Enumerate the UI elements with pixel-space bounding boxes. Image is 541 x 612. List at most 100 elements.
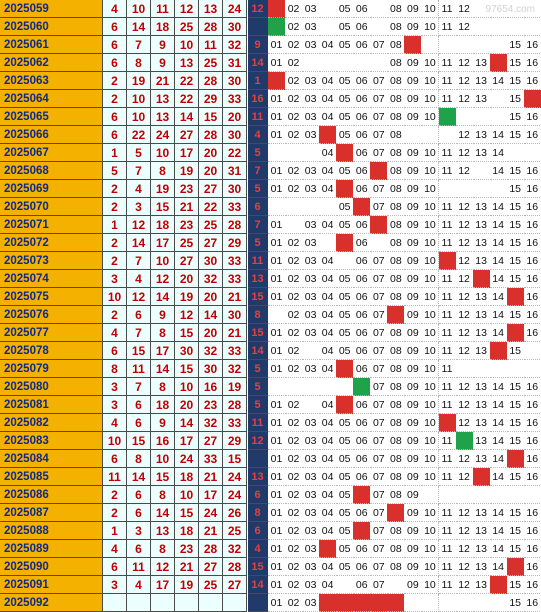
red-ball-number: 8 (151, 324, 175, 342)
trend-cell: 10 (421, 504, 440, 522)
trend-cell: 01 (268, 288, 286, 306)
table-row: 2025073 2 7 10 27 30 33 11 01 02 03 04 06 07 08 09 10 11 1… (0, 252, 541, 270)
trend-cell: 02 (285, 270, 304, 288)
trend-cell: 12 (455, 270, 474, 288)
trend-cell: 03 (302, 90, 321, 108)
red-ball-number: 17 (175, 432, 199, 450)
trend-cell: 03 (302, 288, 321, 306)
trend-cell: 06 (353, 540, 372, 558)
table-row: 2025085 11 14 15 18 21 24 13 01 02 03 04 05 06 07 08 09 1… (0, 468, 541, 486)
green-marker (438, 108, 457, 126)
red-ball-number: 4 (103, 414, 127, 432)
trend-cell: 14 (489, 288, 508, 306)
hit-marker: h (268, 0, 286, 18)
trend-cell: 02 (285, 108, 304, 126)
red-ball-number: 21 (175, 198, 199, 216)
issue-number: 2025081 (0, 396, 103, 414)
red-ball-number: 13 (151, 90, 175, 108)
trend-cell: 15 (506, 234, 525, 252)
red-ball-number: 10 (175, 36, 199, 54)
blue-ball-value: 16 (248, 90, 268, 108)
trend-cell: 11 (438, 306, 457, 324)
trend-cell: 09 (404, 162, 423, 180)
trend-cell: 11 (438, 324, 457, 342)
trend-cell: 07 (370, 126, 389, 144)
trend-cell: 07 (370, 576, 389, 594)
trend-cell (268, 144, 286, 162)
hit-marker: 05 (336, 360, 355, 378)
blue-ball-value: 14 (248, 54, 268, 72)
table-row: 2025069 2 4 19 23 27 30 5 01 02 03 04 05 06 07 08 09 10 15… (0, 180, 541, 198)
red-ball-number: 28 (223, 558, 247, 576)
trend-cell: 07 (370, 540, 389, 558)
trend-cell: 11 (438, 522, 457, 540)
trend-cell: 09 (404, 576, 423, 594)
trend-cell: 12 (455, 522, 474, 540)
red-ball-number: 30 (223, 18, 247, 36)
red-ball-number: 25 (175, 234, 199, 252)
trend-cell: 05 (336, 36, 355, 54)
trend-cell: 11 (438, 18, 457, 36)
red-ball-number: 23 (175, 216, 199, 234)
red-ball-number: 1 (103, 522, 127, 540)
issue-number: 2025062 (0, 54, 103, 72)
red-ball-number: 32 (223, 540, 247, 558)
trend-cell (336, 378, 355, 396)
trend-cell: 01 (268, 126, 286, 144)
blue-ball-value: 11 (248, 414, 268, 432)
trend-cell: 09 (404, 432, 423, 450)
trend-cell: 06 (353, 432, 372, 450)
trend-cell (438, 36, 457, 54)
red-ball-number: 24 (199, 504, 223, 522)
trend-cell: 12 (455, 90, 474, 108)
trend-cell: 04 (319, 72, 338, 90)
trend-cell: 08 (387, 360, 406, 378)
trend-cell: 16 (523, 396, 541, 414)
trend-cell (319, 18, 338, 36)
trend-cell: 16 (523, 234, 541, 252)
trend-cell: 07 (370, 414, 389, 432)
trend-cell (489, 360, 508, 378)
trend-cell: 15 (506, 468, 525, 486)
trend-cell: 10 (421, 324, 440, 342)
trend-cell: 04 (319, 342, 338, 360)
trend-cell: 07 (370, 198, 389, 216)
trend-cell: 14 (489, 378, 508, 396)
trend-cell: 04 (319, 252, 338, 270)
red-ball-number: 6 (127, 540, 151, 558)
blue-ball-value: 4 (248, 126, 268, 144)
trend-cell (523, 360, 541, 378)
blue-ball-value: 7 (248, 216, 268, 234)
red-ball-number: 32 (223, 36, 247, 54)
trend-cell: 06 (353, 90, 372, 108)
red-ball-number: 14 (175, 414, 199, 432)
trend-cell: 03 (302, 504, 321, 522)
trend-cell: 11 (438, 198, 457, 216)
trend-cell: 15 (506, 216, 525, 234)
trend-cell: 16 (523, 108, 541, 126)
trend-cell: 13 (472, 54, 491, 72)
red-ball-number: 33 (199, 450, 223, 468)
table-row: 2025090 6 11 12 21 27 28 15 01 02 03 04 05 06 07 08 09 10… (0, 558, 541, 576)
trend-cell: 12 (455, 252, 474, 270)
trend-cell: 03 (302, 162, 321, 180)
trend-cell: 11 (438, 360, 457, 378)
red-ball-number: 5 (103, 162, 127, 180)
trend-cell: 08 (387, 414, 406, 432)
red-ball-number: 20 (199, 288, 223, 306)
issue-number: 2025065 (0, 108, 103, 126)
red-ball-number: 20 (199, 144, 223, 162)
trend-cell: 14 (489, 270, 508, 288)
trend-cell: 06 (353, 558, 372, 576)
issue-number: 2025070 (0, 198, 103, 216)
red-ball-number: 6 (103, 558, 127, 576)
trend-cell (523, 144, 541, 162)
trend-cell: 08 (387, 72, 406, 90)
issue-number: 2025091 (0, 576, 103, 594)
trend-cell: 05 (336, 162, 355, 180)
blue-ball-value: 5 (248, 396, 268, 414)
red-ball-number: 14 (127, 234, 151, 252)
trend-cell: 01 (268, 90, 286, 108)
trend-cell: 02 (285, 252, 304, 270)
hit-marker: 04 (319, 126, 338, 144)
